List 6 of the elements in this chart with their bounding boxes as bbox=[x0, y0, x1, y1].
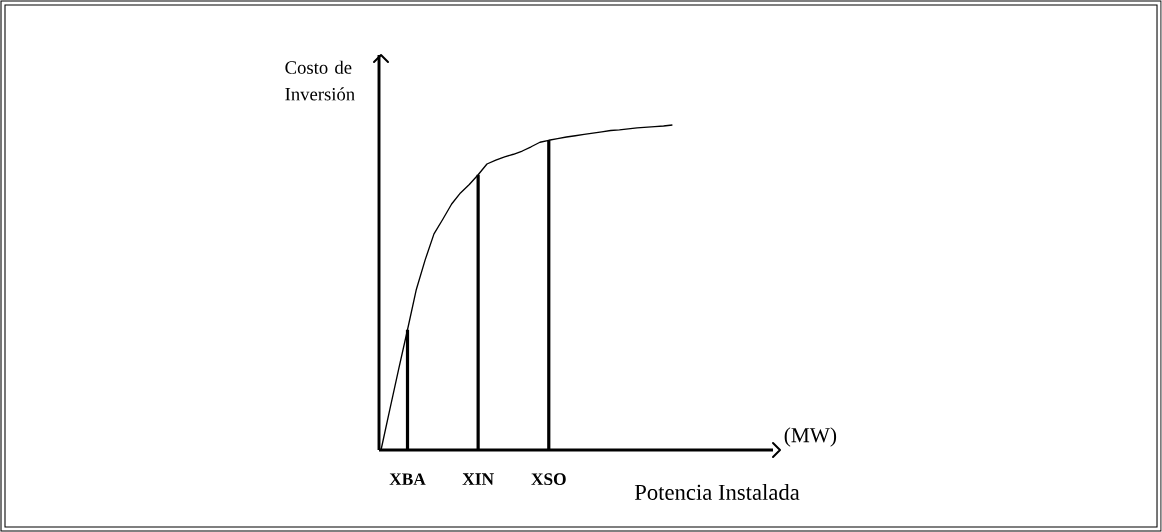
x-axis-title: Potencia Instalada bbox=[634, 484, 800, 500]
x-tick-label: XBA bbox=[389, 473, 426, 485]
text: (MW) bbox=[784, 427, 837, 447]
y-axis-title: Costo de Inversión bbox=[285, 60, 355, 101]
x-tick-label: XSO bbox=[531, 473, 566, 486]
x-tick-label: XIN bbox=[462, 473, 494, 485]
